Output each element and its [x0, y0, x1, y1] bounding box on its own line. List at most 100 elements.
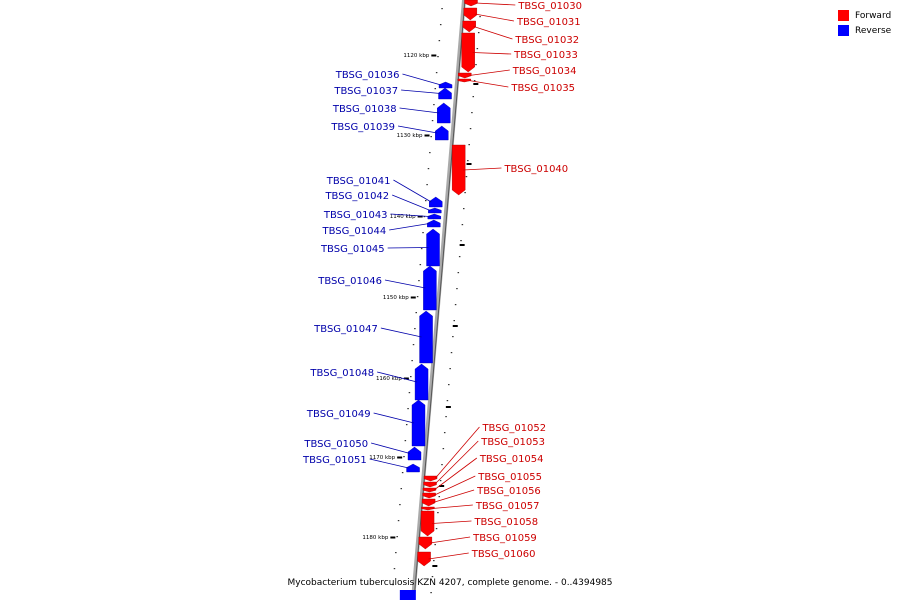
minor-tick	[410, 376, 412, 378]
gene-leader	[469, 69, 510, 76]
gene-arrow	[438, 81, 453, 89]
minor-tick	[435, 528, 438, 530]
minor-tick	[433, 560, 435, 562]
minor-tick	[430, 136, 432, 138]
gene-arrow	[461, 32, 475, 73]
minor-tick	[408, 392, 411, 394]
gene-leader	[387, 247, 429, 249]
gene-label: TBSG_01052	[481, 423, 546, 434]
minor-tick	[399, 504, 401, 506]
gene-arrow	[417, 551, 431, 567]
gene-arrow	[421, 506, 435, 511]
gene-arrow	[406, 463, 420, 473]
minor-tick	[411, 360, 413, 362]
minor-tick	[438, 496, 441, 498]
minor-tick	[393, 568, 396, 570]
major-tick	[432, 565, 438, 567]
kbp-label: 1150 kbp	[383, 295, 409, 301]
minor-tick	[445, 416, 447, 418]
minor-tick	[412, 344, 415, 346]
gene-arrow	[422, 487, 437, 493]
minor-tick	[472, 96, 475, 98]
minor-tick	[400, 488, 403, 490]
minor-tick	[441, 8, 443, 10]
major-tick	[410, 296, 416, 299]
minor-tick	[422, 232, 424, 234]
gene-label: TBSG_01042	[324, 191, 389, 202]
minor-tick	[423, 216, 426, 218]
minor-tick	[475, 64, 477, 66]
gene-arrow	[427, 213, 442, 220]
legend-item-reverse: Reverse	[838, 23, 891, 38]
minor-tick	[448, 384, 450, 386]
major-tick	[459, 244, 465, 246]
gene-label: TBSG_01049	[306, 409, 371, 420]
minor-tick	[439, 480, 442, 482]
reverse-swatch	[838, 25, 849, 36]
gene-leader	[434, 440, 479, 485]
minor-tick	[433, 104, 435, 106]
minor-tick	[397, 520, 400, 522]
minor-tick	[430, 592, 432, 594]
minor-tick	[426, 184, 428, 186]
gene-leader	[373, 412, 415, 424]
minor-tick	[479, 16, 481, 18]
minor-tick	[427, 168, 430, 170]
gene-label: TBSG_01046	[317, 276, 382, 287]
kbp-label: 1120 kbp	[403, 53, 429, 59]
gene-label: TBSG_01035	[510, 83, 575, 94]
minor-tick	[467, 160, 469, 162]
kbp-label: 1130 kbp	[397, 133, 423, 139]
legend-item-forward: Forward	[838, 8, 891, 23]
minor-tick	[415, 312, 417, 314]
minor-tick	[396, 536, 398, 538]
minor-tick	[437, 56, 439, 58]
gene-label: TBSG_01057	[475, 501, 540, 512]
kbp-label: 1160 kbp	[376, 376, 402, 382]
minor-tick	[443, 432, 446, 434]
major-tick	[466, 163, 472, 165]
gene-arrow	[419, 310, 433, 364]
gene-label: TBSG_01031	[516, 17, 581, 28]
major-tick	[473, 83, 479, 85]
gene-label: TBSG_01032	[514, 35, 579, 46]
minor-tick	[457, 272, 460, 274]
gene-arrow	[451, 144, 466, 196]
gene-leader	[397, 125, 438, 134]
gene-label: TBSG_01048	[309, 368, 374, 379]
minor-tick	[407, 408, 409, 410]
gene-arrow	[420, 510, 435, 537]
minor-tick	[434, 88, 437, 90]
minor-tick	[465, 176, 468, 178]
gene-arrow	[414, 363, 429, 401]
backbone	[411, 0, 466, 600]
minor-tick	[473, 80, 476, 82]
minor-tick	[431, 120, 434, 122]
minor-tick	[461, 224, 464, 226]
minor-tick	[419, 264, 422, 266]
gene-leader	[433, 457, 478, 491]
gene-arrow	[423, 481, 437, 488]
minor-tick	[405, 424, 408, 426]
gene-leader	[474, 13, 515, 22]
gene-arrow	[429, 196, 443, 208]
minor-tick	[431, 576, 434, 578]
minor-tick	[477, 32, 480, 34]
gene-arrow	[423, 475, 438, 482]
gene-label: TBSG_01044	[321, 226, 386, 237]
minor-tick	[401, 472, 404, 474]
gene-arrow	[437, 102, 451, 124]
forward-swatch	[838, 10, 849, 21]
gene-leader	[392, 194, 431, 211]
major-tick	[424, 134, 430, 137]
gene-leader	[432, 520, 472, 524]
gene-leader	[393, 179, 432, 203]
major-tick	[397, 456, 403, 459]
gene-label: TBSG_01059	[472, 533, 537, 544]
gene-label: TBSG_01034	[512, 66, 577, 77]
gene-arrow	[438, 87, 452, 100]
gene-arrow	[418, 536, 433, 550]
gene-label: TBSG_01036	[335, 70, 400, 81]
gene-leader	[377, 371, 418, 383]
gene-leader	[384, 279, 426, 289]
